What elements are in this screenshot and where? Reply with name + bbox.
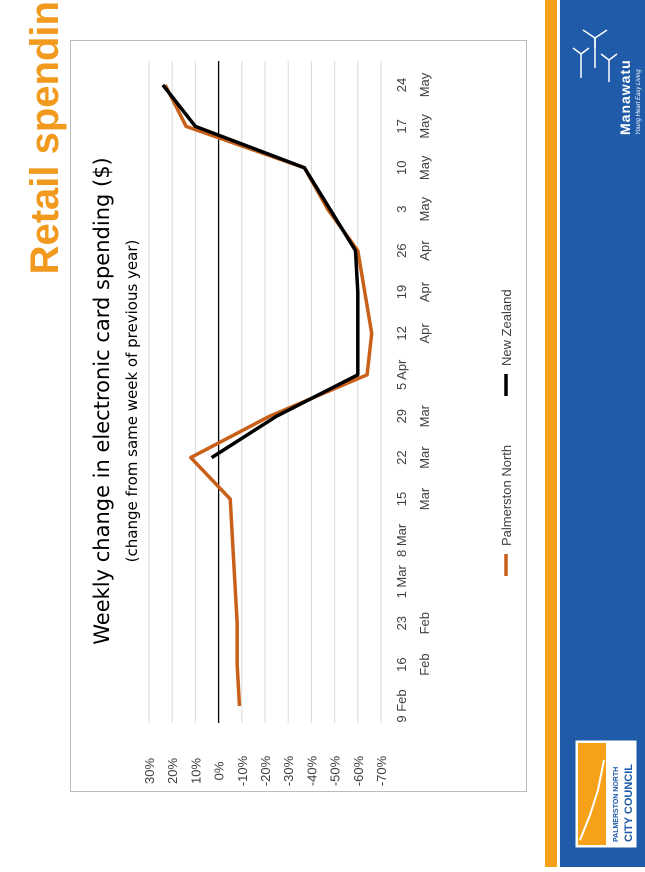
x-tick-label: 22	[394, 450, 409, 464]
x-tick-label: 5 Apr	[394, 359, 409, 390]
windmill-icon	[572, 29, 618, 82]
y-tick-label: -50%	[328, 755, 343, 786]
x-tick-label: Mar	[417, 446, 432, 469]
chart-title: Weekly change in electronic card spendin…	[90, 157, 114, 645]
x-tick-label: 8 Mar	[394, 523, 409, 557]
x-tick-label: 23	[394, 616, 409, 630]
y-tick-label: 30%	[142, 758, 157, 784]
y-tick-label: -30%	[281, 755, 296, 786]
y-tick-label: -60%	[351, 755, 366, 786]
x-tick-label: Apr	[417, 281, 432, 302]
y-tick-label: -20%	[258, 755, 273, 786]
x-tick-label: Feb	[417, 653, 432, 675]
x-tick-label: Apr	[417, 240, 432, 261]
legend-label-new-zealand: New Zealand	[499, 289, 514, 366]
y-tick-label: 20%	[165, 758, 180, 784]
y-tick-label: 0%	[212, 761, 227, 780]
x-tick-label: Mar	[417, 487, 432, 510]
x-tick-label: 1 Mar	[394, 565, 409, 599]
y-tick-label: 10%	[188, 758, 203, 784]
y-tick-label: -40%	[304, 755, 319, 786]
x-tick-label: 3	[394, 206, 409, 213]
sidebar-graphics: Manawatu Young Heart Easy Living PALMERS…	[572, 29, 642, 849]
x-tick-label: Apr	[417, 323, 432, 344]
manawatu-logo-name: Manawatu	[617, 59, 633, 135]
x-tick-label: 24	[394, 78, 409, 92]
x-tick-label: May	[417, 196, 432, 221]
x-tick-label: May	[417, 155, 432, 180]
x-tick-label: 19	[394, 285, 409, 299]
x-tick-label: May	[417, 72, 432, 97]
x-tick-label: 10	[394, 161, 409, 175]
x-tick-label: May	[417, 114, 432, 139]
chart: 30% 20% 10% 0% -10% -20% -30% -40% -50% -60% -70% 9…	[90, 61, 514, 786]
series-line-palmerston-north	[163, 84, 374, 707]
chart-frame: 30% 20% 10% 0% -10% -20% -30% -40% -50% -60% -70% 9…	[70, 40, 527, 792]
x-tick-label: 12	[394, 326, 409, 340]
accent-strip	[545, 0, 557, 867]
x-tick-label: Feb	[417, 612, 432, 634]
council-logo-line1: PALMERSTON NORTH	[613, 767, 620, 842]
series-line-new-zealand	[161, 83, 360, 460]
x-tick-label: 17	[394, 119, 409, 133]
manawatu-logo-tagline: Young Heart Easy Living	[636, 69, 642, 135]
x-tick-label: 26	[394, 243, 409, 257]
brand-sidebar: Manawatu Young Heart Easy Living PALMERS…	[560, 0, 645, 867]
council-logo: PALMERSTON NORTH CITY COUNCIL	[574, 739, 638, 849]
y-tick-label: -70%	[374, 755, 389, 786]
x-tick-label: 15	[394, 492, 409, 506]
legend-label-palmerston-north: Palmerston North	[499, 445, 514, 546]
page-title: Retail spending	[23, 0, 67, 275]
x-tick-label: Mar	[417, 404, 432, 427]
council-logo-icon	[578, 743, 606, 845]
y-tick-label: -10%	[235, 755, 250, 786]
x-tick-label: 16	[394, 657, 409, 671]
chart-subtitle: (change from same week of previous year)	[123, 240, 141, 563]
x-tick-label: 9 Feb	[394, 689, 409, 722]
council-logo-line2: CITY COUNCIL	[623, 764, 635, 842]
x-tick-label: 29	[394, 409, 409, 423]
